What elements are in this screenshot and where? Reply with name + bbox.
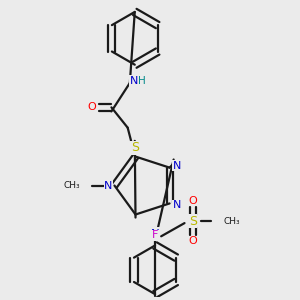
Text: S: S bbox=[131, 142, 139, 154]
Text: S: S bbox=[189, 214, 196, 228]
Text: N: N bbox=[151, 228, 160, 241]
Text: H: H bbox=[138, 76, 146, 86]
Text: O: O bbox=[188, 196, 197, 206]
Text: N: N bbox=[104, 181, 112, 190]
Text: N: N bbox=[172, 160, 181, 171]
Text: O: O bbox=[88, 102, 97, 112]
Text: F: F bbox=[152, 230, 158, 240]
Text: O: O bbox=[188, 236, 197, 246]
Text: N: N bbox=[172, 200, 181, 211]
Text: CH₃: CH₃ bbox=[63, 181, 80, 190]
Text: N: N bbox=[130, 76, 138, 86]
Text: CH₃: CH₃ bbox=[223, 217, 240, 226]
